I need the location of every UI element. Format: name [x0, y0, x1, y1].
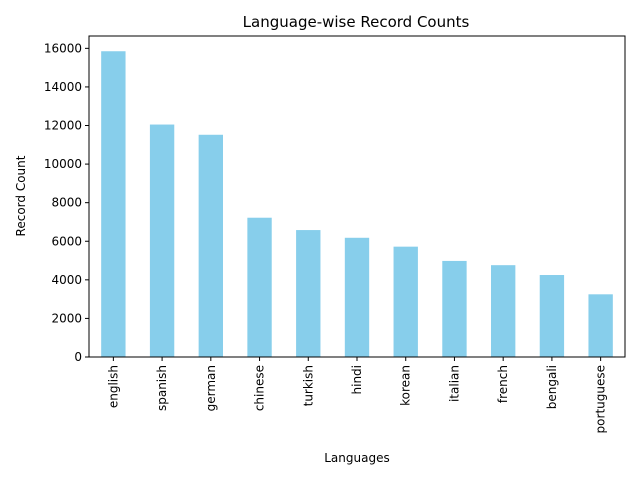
bar-german	[198, 134, 223, 357]
y-tick-label: 8000	[51, 196, 82, 210]
bar-italian	[442, 260, 467, 357]
y-axis-ticks: 0 2000 4000 6000 8000 10000 12000 14000 16000	[44, 41, 89, 364]
bars-group	[101, 51, 613, 358]
bar-korean	[393, 246, 418, 357]
chart-title: Language-wise Record Counts	[243, 13, 470, 31]
x-tick-label: chinese	[253, 365, 267, 411]
bar-chinese	[247, 217, 272, 357]
y-axis-label: Record Count	[14, 155, 28, 236]
bar-spanish	[149, 124, 175, 357]
y-tick-label: 14000	[44, 80, 82, 94]
y-tick-label: 0	[74, 350, 82, 364]
x-tick-label: bengali	[545, 365, 559, 409]
y-tick-label: 16000	[44, 41, 82, 55]
x-tick-label: hindi	[350, 365, 364, 395]
bar-hindi	[344, 237, 370, 357]
x-tick-label: italian	[447, 365, 461, 402]
x-tick-label: korean	[399, 365, 413, 406]
x-axis-ticks: english spanish german chinese turkish hindi k…	[106, 357, 608, 433]
x-tick-label: portuguese	[594, 365, 608, 433]
y-tick-label: 6000	[51, 234, 82, 248]
plot-area: 0 2000 4000 6000 8000 10000 12000 14000 16000 en…	[44, 35, 626, 433]
y-tick-label: 4000	[51, 273, 82, 287]
x-tick-label: spanish	[155, 365, 169, 411]
bar-portuguese	[588, 294, 613, 357]
x-tick-label: german	[204, 365, 218, 411]
x-axis-label: Languages	[324, 451, 389, 465]
y-tick-label: 10000	[44, 157, 82, 171]
bar-english	[101, 51, 126, 358]
bar-bengali	[539, 275, 565, 357]
bar-turkish	[296, 230, 321, 357]
x-tick-label: french	[496, 365, 510, 403]
bar-french	[491, 265, 516, 357]
x-tick-label: turkish	[301, 365, 315, 406]
x-tick-label: english	[106, 365, 120, 408]
y-tick-label: 12000	[44, 119, 82, 133]
y-tick-label: 2000	[51, 311, 82, 325]
